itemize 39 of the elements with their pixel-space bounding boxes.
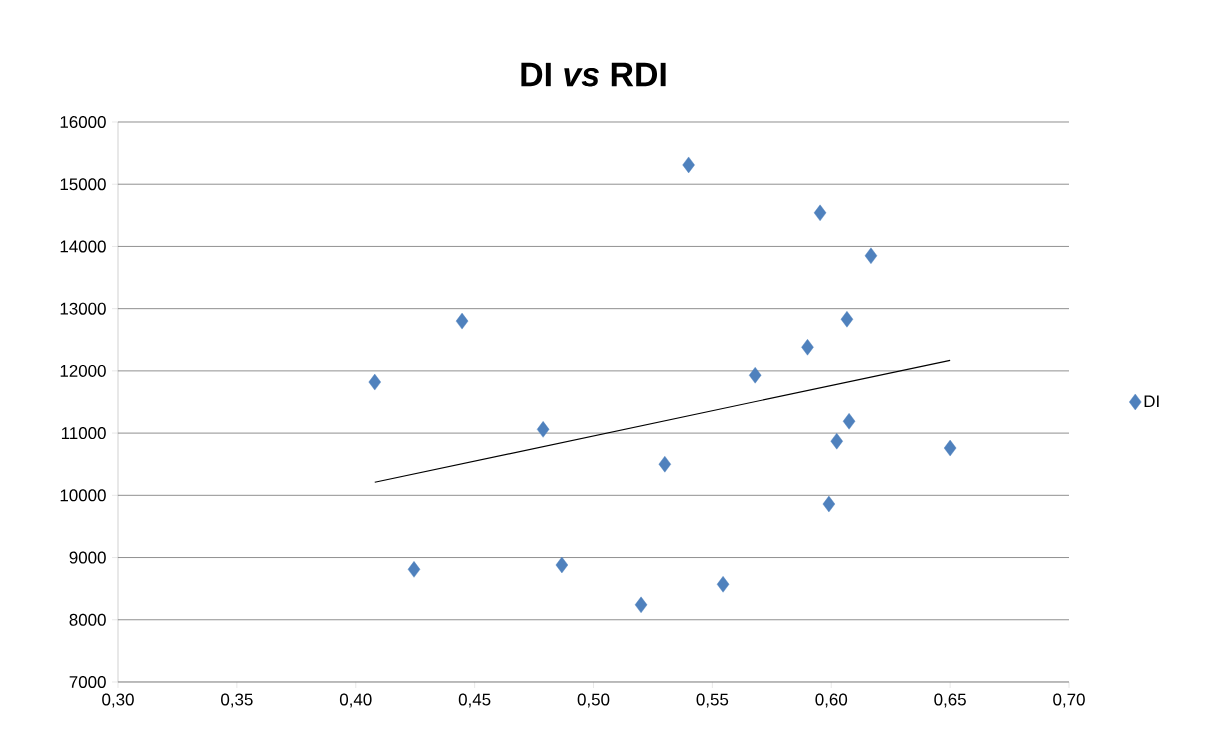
chart-title: DI vs RDI (521, 62, 666, 87)
point (830, 432, 843, 450)
x-tick-label: 0,70 (1053, 693, 1085, 708)
point (943, 439, 957, 457)
y-tick-label: 10000 (60, 489, 106, 502)
x-tick-label: 0,65 (934, 693, 966, 708)
point (682, 156, 695, 174)
point (455, 312, 469, 330)
point (407, 561, 421, 578)
x-tick-label: 0,40 (339, 693, 372, 708)
x-tick-label: 0,45 (458, 693, 491, 708)
x-tick-label: 0,35 (221, 693, 253, 708)
y-tick-label: 8000 (69, 613, 106, 626)
x-tick-label: 0,30 (102, 693, 134, 708)
point (716, 576, 730, 593)
point (822, 495, 836, 513)
y-tick-label: 7000 (69, 675, 106, 688)
point (864, 247, 878, 264)
point (840, 311, 854, 328)
point (842, 413, 856, 430)
x-tick-label: 0,60 (815, 693, 848, 708)
y-tick-label: 16000 (60, 116, 106, 128)
point (634, 596, 648, 614)
y-tick-label: 15000 (60, 178, 106, 191)
x-tick-label: 0,55 (696, 693, 729, 708)
point (555, 556, 569, 574)
point (748, 367, 762, 384)
point (368, 373, 381, 391)
y-tick-label: 12000 (60, 364, 106, 377)
legend-label: DI (1144, 395, 1159, 408)
y-tick-label: 11000 (61, 427, 106, 440)
y-tick-label: 9000 (69, 551, 106, 564)
point (813, 204, 827, 222)
y-tick-label: 14000 (60, 240, 106, 253)
x-tick-label: 0,50 (577, 693, 610, 708)
point (658, 456, 672, 473)
point (536, 421, 550, 438)
point (801, 339, 814, 356)
y-tick-label: 13000 (60, 302, 106, 315)
